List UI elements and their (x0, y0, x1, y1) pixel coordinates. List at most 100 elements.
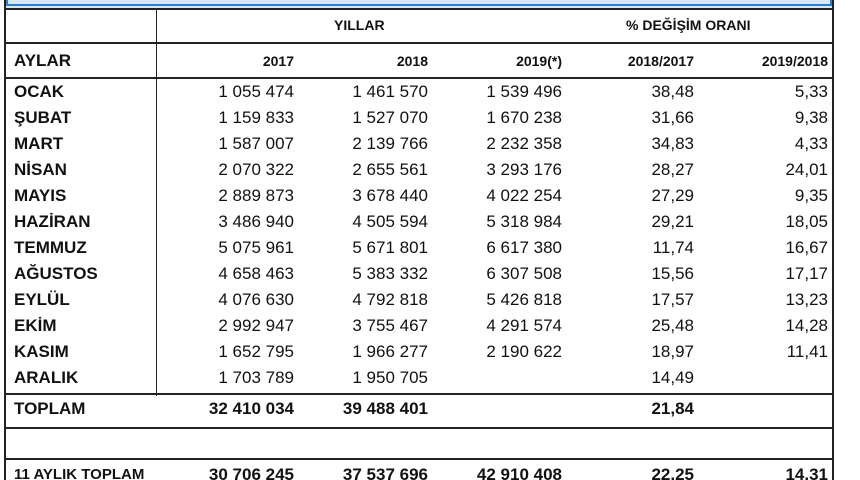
value-2018: 1 966 277 (352, 342, 428, 361)
change-2018-2017: 15,56 (651, 264, 694, 283)
eleven-month-total-label: 11 AYLIK TOPLAM (14, 466, 145, 480)
value-2018: 2 655 561 (352, 160, 428, 179)
change-2018-2017: 29,21 (651, 212, 694, 231)
change-2019-2018: 16,67 (785, 238, 828, 257)
month-label: MART (14, 134, 64, 153)
value-2019: 5 426 818 (486, 290, 562, 309)
header-divider (6, 77, 832, 79)
month-label: EYLÜL (14, 290, 70, 309)
value-2018: 1 950 705 (352, 368, 428, 387)
change-2019-2018: 18,05 (785, 212, 828, 231)
total-2018: 39 488 401 (342, 399, 428, 418)
change-2019-2018: 14,28 (785, 316, 828, 335)
month-label: AĞUSTOS (14, 264, 98, 283)
value-2018: 4 505 594 (352, 212, 428, 231)
value-2018: 5 383 332 (352, 264, 428, 283)
total-divider-bottom (6, 427, 832, 429)
value-2018: 3 755 467 (352, 316, 428, 335)
month-label: TEMMUZ (14, 238, 87, 257)
change-2018-2017: 25,48 (651, 316, 694, 335)
table-row: ŞUBAT 1 159 833 1 527 070 1 670 238 31,66 9,3… (6, 105, 832, 131)
col-header-2018-2017: 2018/2017 (627, 53, 694, 69)
value-2019: 2 190 622 (486, 342, 562, 361)
month-label: HAZİRAN (14, 212, 91, 231)
total-divider-top (6, 393, 832, 395)
col-header-2019: 2019(*) (516, 53, 562, 69)
eleven-month-total-row: 11 AYLIK TOPLAM 30 706 245 37 537 696 42… (6, 462, 832, 480)
value-2017: 1 159 833 (218, 108, 294, 127)
eleven-month-change-2019-2018: 14,31 (785, 465, 828, 480)
value-2019: 5 318 984 (486, 212, 562, 231)
change-2018-2017: 38,48 (651, 82, 694, 101)
value-2017: 2 889 873 (218, 186, 294, 205)
table-row: EKİM 2 992 947 3 755 467 4 291 574 25,48 14,2… (6, 313, 832, 339)
table-row: HAZİRAN 3 486 940 4 505 594 5 318 984 29,21 1… (6, 209, 832, 235)
month-label: EKİM (14, 316, 57, 335)
value-2018: 3 678 440 (352, 186, 428, 205)
value-2017: 2 992 947 (218, 316, 294, 335)
column-divider (156, 10, 157, 396)
change-2019-2018: 11,41 (786, 342, 828, 361)
col-header-2018: 2018 (396, 53, 428, 69)
change-2019-2018: 9,38 (794, 108, 828, 127)
table-row: OCAK 1 055 474 1 461 570 1 539 496 38,48 5,33 (6, 79, 832, 105)
value-2017: 1 652 795 (218, 342, 294, 361)
value-2019: 4 022 254 (486, 186, 562, 205)
total-2017: 32 410 034 (208, 399, 294, 418)
change-2018-2017: 11,74 (652, 238, 694, 257)
value-2018: 1 527 070 (352, 108, 428, 127)
table-row: MAYIS 2 889 873 3 678 440 4 022 254 27,29 9,3… (6, 183, 832, 209)
table-top-bar (6, 0, 832, 10)
table-row: ARALIK 1 703 789 1 950 705 14,49 (6, 365, 832, 391)
eleven-month-total-2018: 37 537 696 (342, 465, 428, 480)
col-header-months: AYLAR (14, 51, 71, 70)
value-2019: 4 291 574 (486, 316, 562, 335)
value-2019: 2 232 358 (486, 134, 562, 153)
change-2019-2018: 4,33 (794, 134, 828, 153)
column-header-row: AYLAR 2017 2018 2019(*) 2018/2017 2019/2… (6, 48, 832, 74)
value-2019: 1 539 496 (486, 82, 562, 101)
change-2018-2017: 14,49 (651, 368, 694, 387)
month-label: OCAK (14, 82, 65, 101)
change-2018-2017: 31,66 (651, 108, 694, 127)
value-2017: 1 587 007 (218, 134, 294, 153)
month-label: KASIM (14, 342, 69, 361)
table-row: EYLÜL 4 076 630 4 792 818 5 426 818 17,57 13,… (6, 287, 832, 313)
table-row: NİSAN 2 070 322 2 655 561 3 293 176 28,27 24,… (6, 157, 832, 183)
group-header-change: % DEĞİŞİM ORANI (626, 17, 751, 33)
change-2019-2018: 13,23 (785, 290, 828, 309)
change-2018-2017: 18,97 (651, 342, 694, 361)
table-row: AĞUSTOS 4 658 463 5 383 332 6 307 508 15,56 1… (6, 261, 832, 287)
value-2017: 3 486 940 (218, 212, 294, 231)
value-2017: 4 658 463 (218, 264, 294, 283)
value-2017: 1 055 474 (218, 82, 294, 101)
change-2019-2018: 24,01 (785, 160, 828, 179)
total-label: TOPLAM (14, 399, 86, 418)
change-2018-2017: 34,83 (651, 134, 694, 153)
value-2018: 4 792 818 (352, 290, 428, 309)
change-2018-2017: 27,29 (651, 186, 694, 205)
value-2018: 1 461 570 (352, 82, 428, 101)
group-header-years: YILLAR (334, 17, 385, 33)
total-row: TOPLAM 32 410 034 39 488 401 21,84 (6, 396, 832, 422)
month-label: MAYIS (14, 186, 67, 205)
value-2017: 2 070 322 (218, 160, 294, 179)
col-header-2019-2018: 2019/2018 (761, 53, 828, 69)
change-2019-2018: 17,17 (785, 264, 828, 283)
table-row: TEMMUZ 5 075 961 5 671 801 6 617 380 11,74 16… (6, 235, 832, 261)
value-2017: 5 075 961 (218, 238, 294, 257)
value-2019: 6 307 508 (486, 264, 562, 283)
value-2019: 1 670 238 (486, 108, 562, 127)
eleven-month-total-2017: 30 706 245 (208, 465, 294, 480)
month-label: NİSAN (14, 160, 67, 179)
change-2019-2018: 9,35 (794, 186, 828, 205)
change-2018-2017: 28,27 (651, 160, 694, 179)
value-2018: 5 671 801 (352, 238, 428, 257)
change-2018-2017: 17,57 (651, 290, 694, 309)
eleven-month-total-2019: 42 910 408 (476, 465, 562, 480)
group-header-divider (6, 42, 832, 44)
table-row: MART 1 587 007 2 139 766 2 232 358 34,83 4,33 (6, 131, 832, 157)
month-label: ARALIK (14, 368, 79, 387)
value-2019: 3 293 176 (486, 160, 562, 179)
change-2019-2018: 5,33 (794, 82, 828, 101)
